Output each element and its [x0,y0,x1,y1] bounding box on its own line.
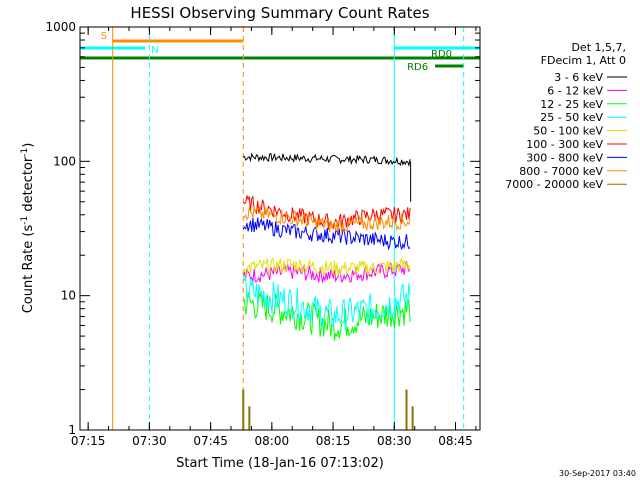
y-axis-label-main: Count Rate (s [21,225,36,314]
x-tick-label: 08:00 [255,434,290,448]
ticks-layer: 07:15 07:30 07:45 08:00 08:15 08:30 08:45 1 10 10… [45,20,480,448]
series-line-3-6-kev [243,152,411,168]
legend-label-300-800-kev: 300 - 800 keV [526,151,603,164]
flag-label-rd0: RD0 [431,49,452,60]
legend-header-2: FDecim 1, Att 0 [541,54,626,67]
series-line-6-12-kev [242,261,411,284]
y-tick-label: 10 [61,289,76,303]
series-line-800-7000-kev [242,204,411,234]
flag-label-rd6: RD6 [407,62,428,73]
y-axis-label-sup2: -1 [20,148,30,157]
legend-label-100-300-kev: 100 - 300 keV [526,138,603,151]
legend-label-50-100-kev: 50 - 100 keV [533,125,603,138]
series-line-12-25-kev [243,291,411,341]
series-line-300-800-kev [242,217,411,251]
chart-title: HESSI Observing Summary Count Rates [130,4,429,22]
legend-label-6-12-kev: 6 - 12 keV [547,84,603,97]
footer-timestamp: 30-Sep-2017 03:40 [559,469,636,478]
x-axis-label: Start Time (18-Jan-16 07:13:02) [176,456,384,471]
y-tick-label: 1000 [45,20,76,34]
legend-label-800-7000-kev: 800 - 7000 keV [519,165,603,178]
y-tick-label: 1 [68,423,76,437]
legend-label-12-25-kev: 12 - 25 keV [540,98,603,111]
x-tick-label: 08:15 [316,434,351,448]
x-tick-label: 07:45 [193,434,228,448]
y-axis-label-end: ) [21,143,36,148]
flag-label-s: S [101,31,107,42]
legend-header-1: Det 1,5,7, [571,41,626,54]
x-tick-label: 07:15 [71,434,106,448]
y-tick-label: 100 [53,154,76,168]
series-line-50-100-kev [242,257,411,277]
plot-frame [79,26,481,431]
y-axis-label: Count Rate (s-1 detector-1) [20,143,36,314]
series-line-100-300-kev [242,195,411,230]
legend-label-3-6-kev: 3 - 6 keV [554,71,603,84]
x-tick-label: 07:30 [132,434,167,448]
vlines-layer [112,27,465,430]
legend-label-25-50-kev: 25 - 50 keV [540,111,603,124]
flag-label-n: N [151,45,158,56]
x-tick-label: 08:45 [438,434,473,448]
legend-label-7000-20000-kev: 7000 - 20000 keV [505,178,603,191]
y-axis-label-sup1: -1 [20,216,30,225]
y-axis-label-mid: detector [21,156,36,216]
series-layer [242,152,414,430]
series-line-25-50-kev [242,274,411,331]
x-tick-label: 08:30 [377,434,412,448]
